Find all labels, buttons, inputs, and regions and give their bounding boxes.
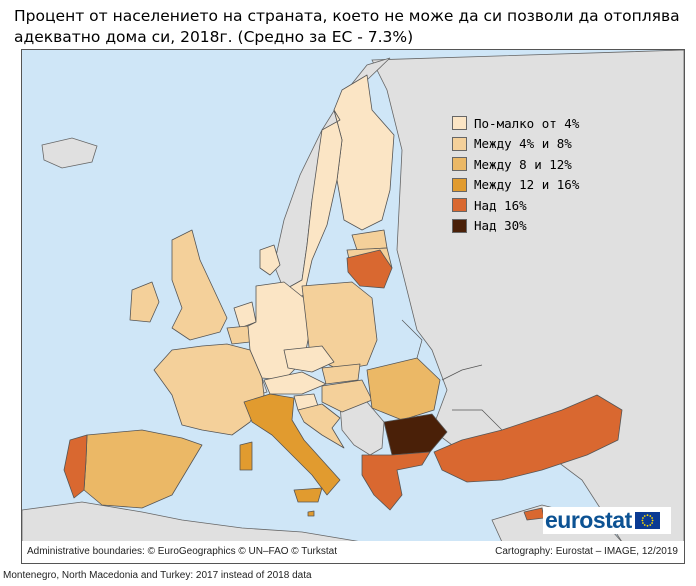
- country-austria: [263, 371, 327, 395]
- country-france: [153, 343, 265, 436]
- legend-item: Над 16%: [452, 195, 622, 216]
- legend-item: Между 12 и 16%: [452, 175, 622, 196]
- country-greece: [361, 451, 431, 511]
- legend-swatch: [452, 136, 467, 151]
- legend-label: Между 12 и 16%: [474, 177, 580, 193]
- eu-flag-icon: [634, 512, 660, 529]
- legend-swatch: [452, 218, 467, 233]
- country-malta: [307, 510, 315, 517]
- country-belgium: [226, 325, 251, 345]
- coast-lines: [401, 319, 503, 431]
- eurostat-logo-text: eurostat: [545, 507, 632, 533]
- country-portugal: [63, 434, 88, 499]
- legend-item: Между 8 и 12%: [452, 154, 622, 175]
- non-eu-iceland: [41, 137, 98, 169]
- country-slovakia: [321, 363, 361, 385]
- country-uk: [171, 229, 228, 341]
- country-italy: [243, 393, 341, 496]
- europe-map: [22, 50, 684, 542]
- legend: По-малко от 4% Между 4% и 8% Между 8 и 1…: [452, 113, 622, 236]
- country-romania: [366, 357, 441, 421]
- legend-swatch: [452, 198, 467, 213]
- country-croatia: [297, 403, 345, 449]
- country-lithuania: [346, 249, 393, 289]
- legend-swatch: [452, 157, 467, 172]
- country-sicily: [293, 487, 323, 503]
- country-hungary: [321, 379, 373, 413]
- credit-boundaries: Administrative boundaries: © EuroGeograp…: [27, 546, 338, 557]
- credit-cartography: Cartography: Eurostat – IMAGE, 12/2019: [495, 546, 678, 557]
- legend-label: Над 30%: [474, 218, 527, 234]
- legend-item: Над 30%: [452, 216, 622, 237]
- country-sweden: [283, 109, 343, 301]
- country-bulgaria: [383, 413, 448, 456]
- non-eu-africa: [22, 501, 363, 542]
- country-denmark: [259, 244, 281, 276]
- country-ireland: [129, 281, 160, 323]
- legend-label: По-малко от 4%: [474, 115, 580, 131]
- country-finland: [333, 74, 395, 231]
- footnote: Montenegro, North Macedonia and Turkey: …: [3, 570, 312, 581]
- eurostat-logo: eurostat: [543, 507, 671, 534]
- legend-item: Между 4% и 8%: [452, 134, 622, 155]
- map-area: [21, 49, 685, 543]
- country-sardinia: [239, 441, 253, 471]
- non-eu-balkans: [339, 401, 385, 456]
- credits-bar: Administrative boundaries: © EuroGeograp…: [21, 541, 685, 564]
- legend-swatch: [452, 177, 467, 192]
- legend-label: Между 4% и 8%: [474, 136, 572, 152]
- legend-swatch: [452, 116, 467, 131]
- country-estonia: [351, 229, 388, 251]
- legend-label: Между 8 и 12%: [474, 156, 572, 172]
- country-czechia: [283, 345, 335, 373]
- legend-item: По-малко от 4%: [452, 113, 622, 134]
- map-title: Процент от населението на страната, коет…: [14, 7, 680, 46]
- legend-label: Над 16%: [474, 197, 527, 213]
- country-spain: [83, 429, 203, 509]
